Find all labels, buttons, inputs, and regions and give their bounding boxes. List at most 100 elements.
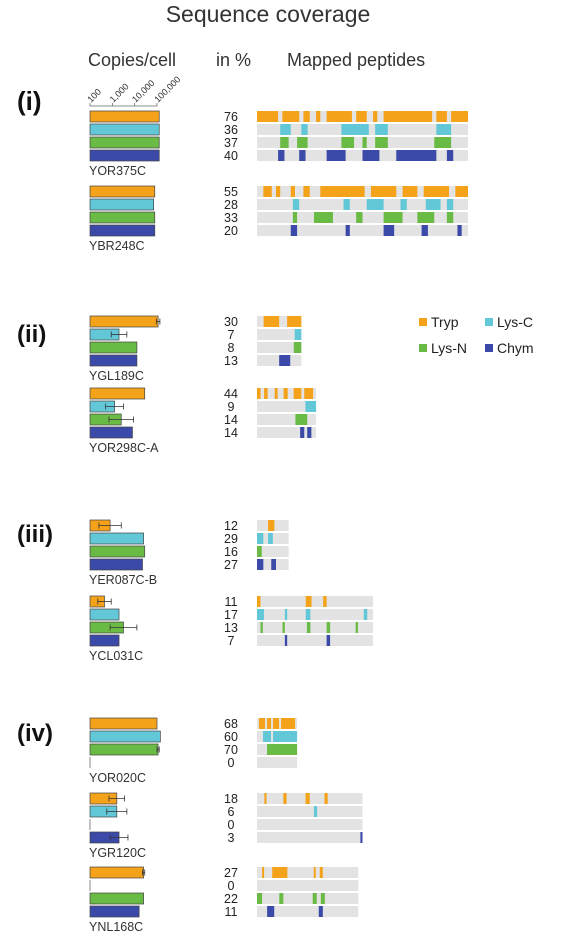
coverage-percent: 11 [225,595,238,609]
coverage-percent: 55 [224,185,238,199]
peptide-segment [257,111,279,122]
peptide-segment [279,355,291,366]
copies-bar [89,198,155,211]
legend-label: Tryp [431,314,459,330]
legend-label: Chym [497,340,534,356]
group-label: (iv) [17,720,53,747]
coverage-percent: 13 [224,621,238,635]
legend-swatch [485,318,493,326]
peptide-segment [341,124,369,135]
copies-bar [89,110,160,123]
coverage-percent: 0 [228,756,235,770]
coverage-percent: 37 [224,136,238,150]
peptide-segment [457,225,462,236]
peptide-track [257,635,374,646]
plot-area: (i)(ii)(iii)(iv)100 1,000 10,000100,000763… [17,74,468,934]
coverage-percent: 33 [224,211,238,225]
peptide-segment [313,806,318,817]
peptide-track [257,832,363,843]
copies-bar [89,892,144,905]
copies-bar [89,634,120,647]
peptide-track [257,199,468,210]
peptide-segment [257,546,262,557]
group-label: (iii) [17,521,53,548]
chart-title: Sequence coverage [166,1,371,27]
peptide-segment [356,111,367,122]
legend-label: Lys-N [431,340,467,356]
peptide-segment [257,609,264,620]
coverage-percent: 20 [224,224,238,238]
peptide-segment [305,401,317,412]
coverage-percent: 27 [224,558,238,572]
peptide-segment [436,124,452,135]
protein-name: YGL189C [89,369,144,383]
coverage-percent: 14 [224,426,238,440]
peptide-segment [373,111,378,122]
copies-bar [89,532,144,545]
peptide-segment [417,212,435,223]
peptide-segment [446,199,454,210]
peptide-segment [326,150,346,161]
protein-name: YGR120C [89,846,146,860]
peptide-segment [370,186,397,197]
coverage-percent: 40 [224,149,238,163]
peptide-segment [305,793,310,804]
peptide-segment [282,111,300,122]
peptide-track [257,757,298,768]
coverage-percent: 22 [224,892,238,906]
peptide-segment [383,225,395,236]
copies-bar [89,123,160,136]
peptide-segment [366,199,384,210]
peptide-track [257,880,359,891]
peptide-segment [257,533,264,544]
peptide-segment [294,329,302,340]
coverage-percent: 13 [224,354,238,368]
copies-bar [89,905,140,918]
peptide-segment [363,609,368,620]
peptide-segment [293,342,302,353]
peptide-segment [262,867,265,878]
peptide-segment [307,427,312,438]
coverage-percent: 36 [224,123,238,137]
peptide-segment [282,622,285,633]
peptide-segment [300,427,305,438]
peptide-track [257,546,289,557]
peptide-segment [360,832,363,843]
peptide-segment [293,388,302,399]
peptide-segment [257,893,263,904]
copies-bar [89,545,146,558]
peptide-track [257,427,317,438]
coverage-percent: 70 [224,743,238,757]
peptide-segment [323,596,327,607]
peptide-track [257,622,374,633]
peptide-track [257,401,317,412]
peptide-segment [260,622,263,633]
peptide-track [257,893,359,904]
copies-bar [89,136,160,149]
peptide-segment [287,316,302,327]
peptide-segment [312,893,317,904]
peptide-track [257,414,317,425]
peptide-segment [273,718,280,729]
peptide-segment [303,186,310,197]
peptides-column-header: Mapped peptides [287,50,425,70]
peptide-segment [345,225,350,236]
peptide-segment [303,111,310,122]
legend-swatch [419,344,427,352]
peptide-track [257,906,359,917]
copies-bar [89,224,156,237]
peptide-segment [259,718,266,729]
protein-name: YNL168C [89,920,143,934]
peptide-segment [264,793,267,804]
peptide-segment [306,622,311,633]
protein-name: YOR375C [89,164,146,178]
peptide-segment [375,137,388,148]
peptide-segment [436,111,447,122]
coverage-percent: 27 [224,866,238,880]
peptide-segment [343,199,350,210]
protein-name: YER087C-B [89,573,157,587]
coverage-percent: 6 [228,805,235,819]
peptide-track [257,806,363,817]
protein-name: YOR020C [89,771,146,785]
